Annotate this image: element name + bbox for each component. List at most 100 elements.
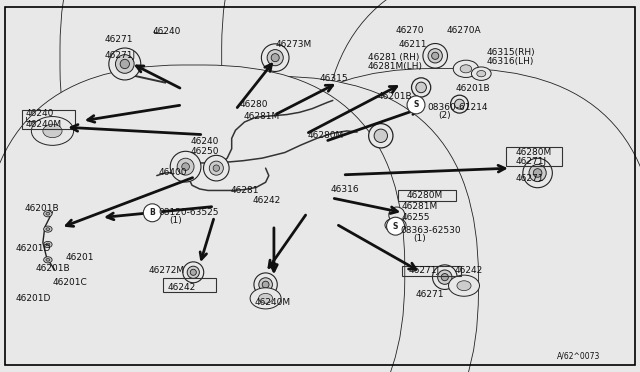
- Ellipse shape: [44, 257, 52, 263]
- Bar: [22, 110, 75, 129]
- Text: 46242: 46242: [168, 283, 196, 292]
- Text: (1): (1): [170, 216, 182, 225]
- Ellipse shape: [44, 241, 52, 247]
- Circle shape: [190, 269, 196, 275]
- Text: (1): (1): [413, 234, 426, 243]
- Text: 46201B: 46201B: [35, 264, 70, 273]
- Text: S: S: [413, 100, 419, 109]
- FancyBboxPatch shape: [231, 68, 640, 372]
- Text: B: B: [150, 208, 155, 217]
- Ellipse shape: [385, 218, 406, 232]
- Circle shape: [412, 78, 431, 97]
- Text: 46280: 46280: [240, 100, 269, 109]
- Text: A/62^0073: A/62^0073: [557, 352, 600, 361]
- Text: 46271J: 46271J: [408, 266, 440, 275]
- Text: 46280M: 46280M: [515, 148, 552, 157]
- Text: 46272M: 46272M: [148, 266, 184, 275]
- Text: 46281M(LH): 46281M(LH): [368, 62, 423, 71]
- Circle shape: [170, 151, 201, 182]
- Circle shape: [187, 266, 200, 278]
- Text: 46271J: 46271J: [104, 51, 136, 60]
- FancyBboxPatch shape: [321, 0, 640, 372]
- Circle shape: [262, 281, 269, 288]
- Ellipse shape: [472, 67, 491, 80]
- Text: 46280M: 46280M: [307, 131, 344, 140]
- Circle shape: [183, 262, 204, 283]
- Ellipse shape: [457, 281, 471, 291]
- Circle shape: [523, 158, 552, 188]
- Text: 46240: 46240: [152, 27, 180, 36]
- Text: 46201C: 46201C: [52, 278, 87, 287]
- FancyBboxPatch shape: [60, 0, 490, 267]
- Text: 46281: 46281: [230, 186, 259, 195]
- Circle shape: [454, 99, 465, 109]
- Ellipse shape: [31, 116, 74, 145]
- Ellipse shape: [250, 288, 281, 309]
- Text: 46255: 46255: [402, 213, 431, 222]
- Text: 46271: 46271: [104, 35, 133, 44]
- Text: 46250: 46250: [191, 147, 220, 155]
- Text: 46316(LH): 46316(LH): [486, 57, 534, 66]
- Text: (2): (2): [438, 111, 451, 120]
- Circle shape: [407, 96, 425, 114]
- Text: 46315(RH): 46315(RH): [486, 48, 535, 57]
- Text: 46271: 46271: [515, 174, 544, 183]
- Circle shape: [533, 169, 542, 177]
- Text: 46270A: 46270A: [447, 26, 481, 35]
- FancyBboxPatch shape: [52, 76, 479, 372]
- Text: 46316: 46316: [331, 185, 360, 194]
- Text: 46201: 46201: [65, 253, 94, 262]
- Text: 46271: 46271: [416, 290, 445, 299]
- Text: 46240: 46240: [191, 137, 219, 146]
- Ellipse shape: [390, 222, 401, 228]
- Circle shape: [387, 217, 404, 235]
- Text: 46240M: 46240M: [26, 120, 61, 129]
- Text: S: S: [393, 222, 398, 231]
- Bar: [506, 147, 562, 166]
- Circle shape: [109, 48, 141, 80]
- Ellipse shape: [46, 259, 50, 261]
- Circle shape: [431, 52, 439, 60]
- Text: 08363-62530: 08363-62530: [401, 226, 461, 235]
- Circle shape: [438, 270, 452, 284]
- Ellipse shape: [44, 211, 52, 217]
- Text: 46280M: 46280M: [406, 191, 443, 200]
- Circle shape: [267, 49, 284, 66]
- Text: 46315: 46315: [320, 74, 349, 83]
- Circle shape: [259, 278, 273, 291]
- Circle shape: [254, 273, 277, 296]
- Ellipse shape: [46, 212, 50, 215]
- Circle shape: [369, 124, 393, 148]
- Text: 46400: 46400: [159, 169, 188, 177]
- Text: 46240M: 46240M: [255, 298, 291, 307]
- Ellipse shape: [477, 71, 486, 77]
- Text: 46281M: 46281M: [243, 112, 280, 121]
- Circle shape: [120, 59, 129, 69]
- Circle shape: [213, 165, 220, 171]
- Ellipse shape: [46, 228, 50, 230]
- Circle shape: [389, 207, 405, 223]
- Bar: [163, 278, 216, 292]
- Text: 46270: 46270: [396, 26, 424, 35]
- Circle shape: [529, 164, 546, 182]
- Ellipse shape: [449, 275, 479, 296]
- Text: 46271J: 46271J: [515, 157, 547, 166]
- Circle shape: [261, 44, 289, 71]
- Bar: [402, 266, 461, 276]
- Text: 46201B: 46201B: [456, 84, 490, 93]
- Text: 46242: 46242: [454, 266, 483, 275]
- Text: 46281 (RH): 46281 (RH): [368, 53, 419, 62]
- Circle shape: [209, 161, 223, 175]
- Ellipse shape: [453, 60, 479, 77]
- Text: 46273M: 46273M: [275, 40, 312, 49]
- Circle shape: [423, 44, 447, 68]
- Circle shape: [177, 158, 194, 175]
- Circle shape: [451, 95, 468, 113]
- Ellipse shape: [460, 65, 472, 73]
- Text: 46211: 46211: [398, 40, 427, 49]
- Text: 46201D: 46201D: [16, 244, 51, 253]
- Circle shape: [271, 54, 279, 62]
- Ellipse shape: [43, 124, 62, 138]
- Text: 46201B: 46201B: [378, 92, 412, 101]
- Circle shape: [182, 163, 189, 170]
